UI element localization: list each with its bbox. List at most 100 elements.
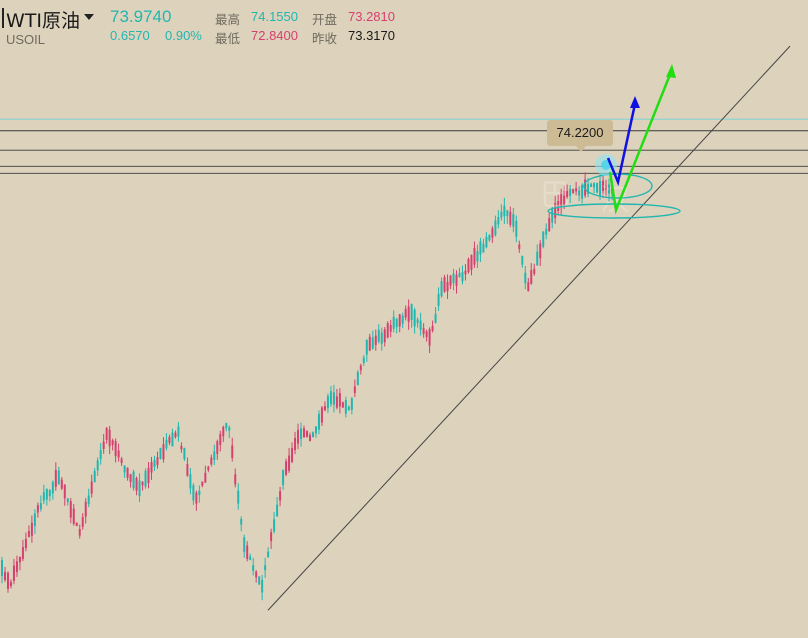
candle-body[interactable] (63, 484, 66, 499)
candle-body[interactable] (518, 244, 521, 249)
candle-body[interactable] (521, 255, 524, 265)
candle-body[interactable] (308, 434, 311, 442)
candle-body[interactable] (39, 503, 42, 510)
candle-body[interactable] (356, 371, 359, 385)
candle-body[interactable] (198, 490, 201, 495)
candle-body[interactable] (240, 519, 243, 525)
candle-body[interactable] (413, 309, 416, 327)
candle-body[interactable] (488, 234, 491, 241)
candle-body[interactable] (132, 471, 135, 489)
candle-body[interactable] (249, 556, 252, 560)
candle-body[interactable] (60, 479, 63, 489)
candle-body[interactable] (168, 437, 171, 443)
candle-body[interactable] (207, 466, 210, 471)
candle-body[interactable] (458, 272, 461, 277)
candle-body[interactable] (515, 220, 518, 237)
candle-body[interactable] (533, 268, 536, 274)
candle-body[interactable] (386, 323, 389, 338)
green-arrow[interactable] (608, 71, 673, 215)
candle-body[interactable] (231, 445, 234, 459)
candle-body[interactable] (422, 328, 425, 334)
candle-body[interactable] (461, 272, 464, 282)
blue-arrow[interactable] (606, 103, 637, 187)
candle-body[interactable] (162, 444, 165, 460)
candle-body[interactable] (99, 449, 102, 460)
candle-body[interactable] (96, 460, 99, 471)
candle-body[interactable] (362, 357, 365, 364)
candle-body[interactable] (512, 214, 515, 227)
candle-body[interactable] (216, 441, 219, 454)
candle-body[interactable] (153, 459, 156, 467)
candle-body[interactable] (317, 413, 320, 430)
candle-body[interactable] (189, 474, 192, 489)
candle-body[interactable] (156, 457, 159, 465)
candle-body[interactable] (500, 211, 503, 218)
candle-body[interactable] (389, 325, 392, 332)
candle-body[interactable] (18, 556, 21, 563)
candle-body[interactable] (449, 275, 452, 286)
candle-body[interactable] (279, 491, 282, 501)
candle-body[interactable] (213, 451, 216, 461)
candle-body[interactable] (431, 325, 434, 331)
candle-body[interactable] (407, 306, 410, 322)
candle-body[interactable] (234, 474, 237, 485)
candle-body[interactable] (186, 464, 189, 476)
candle-body[interactable] (551, 209, 554, 223)
candle-body[interactable] (285, 461, 288, 475)
candle-body[interactable] (111, 440, 114, 446)
candle-body[interactable] (282, 470, 285, 486)
candle-body[interactable] (90, 481, 93, 494)
candle-body[interactable] (590, 183, 593, 188)
candle-body[interactable] (201, 481, 204, 486)
candle-body[interactable] (419, 320, 422, 330)
candle-body[interactable] (347, 406, 350, 411)
candle-body[interactable] (174, 432, 177, 438)
candle-body[interactable] (165, 439, 168, 449)
candle-body[interactable] (72, 508, 75, 524)
candle-body[interactable] (219, 434, 222, 445)
candle-body[interactable] (36, 505, 39, 513)
candle-body[interactable] (524, 272, 527, 284)
candle-body[interactable] (539, 243, 542, 259)
candle-body[interactable] (303, 428, 306, 438)
candle-body[interactable] (437, 294, 440, 306)
candle-body[interactable] (171, 432, 174, 447)
candle-body[interactable] (599, 181, 602, 197)
candle-body[interactable] (374, 335, 377, 346)
candle-body[interactable] (123, 465, 126, 473)
candle-body[interactable] (252, 565, 255, 571)
candle-body[interactable] (255, 571, 258, 578)
candle-body[interactable] (117, 450, 120, 458)
candle-body[interactable] (368, 336, 371, 351)
candle-body[interactable] (48, 490, 51, 497)
candle-body[interactable] (392, 316, 395, 329)
candle-body[interactable] (129, 474, 132, 483)
candle-body[interactable] (66, 498, 69, 503)
candle-body[interactable] (401, 315, 404, 324)
candle-body[interactable] (246, 545, 249, 559)
candle-body[interactable] (141, 481, 144, 486)
candle-body[interactable] (27, 530, 30, 537)
symbol-name[interactable]: WTI原油 (6, 10, 80, 32)
candle-body[interactable] (177, 426, 180, 437)
candle-body[interactable] (377, 329, 380, 342)
candle-body[interactable] (267, 551, 270, 558)
candle-body[interactable] (78, 528, 81, 536)
candle-body[interactable] (15, 561, 18, 573)
candle-body[interactable] (297, 429, 300, 444)
candle-body[interactable] (306, 431, 308, 437)
candle-body[interactable] (464, 270, 467, 275)
candle-body[interactable] (365, 340, 368, 355)
candle-body[interactable] (42, 492, 45, 501)
candle-body[interactable] (587, 183, 590, 194)
candle-body[interactable] (503, 205, 506, 217)
candle-body[interactable] (108, 429, 111, 447)
candle-body[interactable] (291, 448, 294, 462)
candle-body[interactable] (204, 472, 207, 483)
candle-body[interactable] (575, 188, 578, 192)
candle-body[interactable] (383, 329, 386, 343)
candle-body[interactable] (311, 432, 314, 438)
candle-body[interactable] (237, 490, 240, 504)
candle-body[interactable] (482, 243, 485, 253)
